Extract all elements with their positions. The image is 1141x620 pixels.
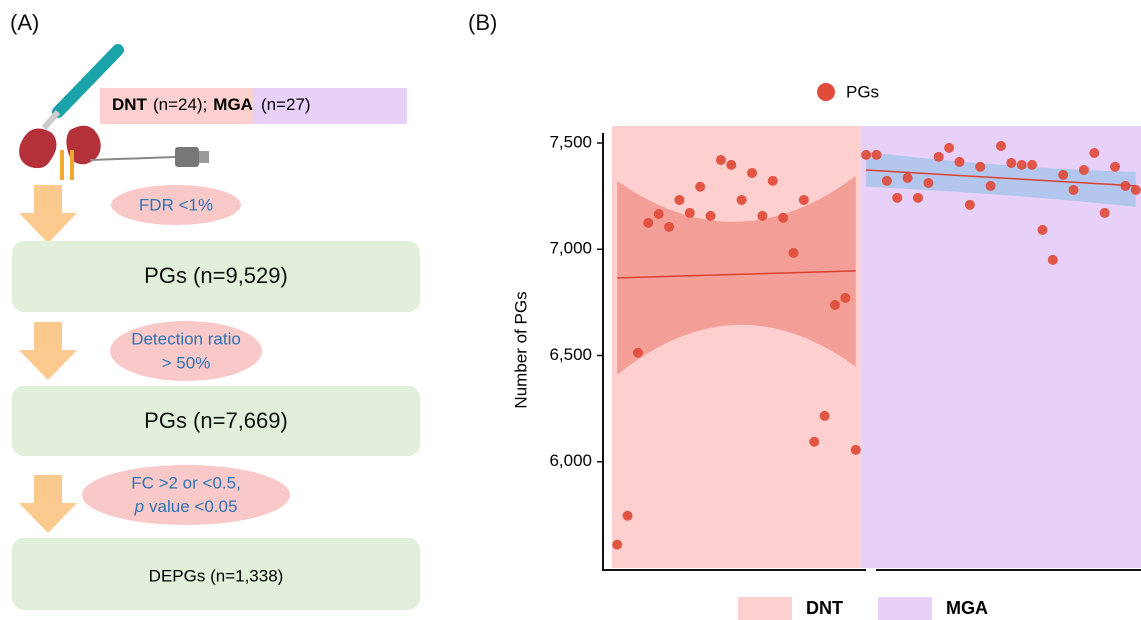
point (674, 195, 684, 205)
cohort-mga-n: (n=27) (261, 95, 311, 114)
point (799, 195, 809, 205)
point (1110, 162, 1120, 172)
point (986, 181, 996, 191)
y-tick-label: 6,500 (549, 345, 592, 364)
filter-text: FC >2 or <0.5, (131, 473, 241, 492)
point (965, 200, 975, 210)
y-tick-label: 7,500 (549, 132, 592, 151)
filter-text: p value <0.05 (134, 497, 238, 516)
step-text: PGs (n=9,529) (144, 263, 288, 288)
point (903, 173, 913, 183)
point (1058, 170, 1068, 180)
point (789, 248, 799, 258)
point (1100, 208, 1110, 218)
point (1037, 225, 1047, 235)
point (809, 437, 819, 447)
point (643, 218, 653, 228)
cohort-dnt-n: (n=24); (153, 95, 207, 114)
point (747, 168, 757, 178)
y-tick-label: 7,000 (549, 239, 592, 258)
point (1006, 158, 1016, 168)
legend-label: DNT (806, 598, 843, 618)
filter-text: FDR <1% (139, 195, 213, 214)
filter-italic: p (134, 497, 144, 516)
cohort-dnt-label: DNT (112, 95, 148, 114)
point (954, 157, 964, 167)
point (654, 209, 664, 219)
point (1027, 160, 1037, 170)
point (1120, 181, 1130, 191)
point (861, 150, 871, 160)
panel-label: (B) (468, 10, 497, 35)
y-tick-label: 6,000 (549, 451, 592, 470)
point (830, 300, 840, 310)
point (975, 162, 985, 172)
step-text: DEPGs (n=1,338) (149, 566, 284, 585)
legend-marker (817, 83, 835, 101)
point (716, 155, 726, 165)
point (872, 150, 882, 160)
point (1069, 185, 1079, 195)
point (934, 152, 944, 162)
legend-swatch (738, 597, 792, 620)
legend-label: PGs (846, 82, 879, 101)
point (737, 195, 747, 205)
point (757, 211, 767, 221)
point (840, 293, 850, 303)
point (851, 445, 861, 455)
legend-label: MGA (946, 598, 988, 618)
point (1131, 185, 1141, 195)
point (685, 208, 695, 218)
filter-rest: value <0.05 (149, 497, 237, 516)
point (726, 160, 736, 170)
point (706, 211, 716, 221)
cohort-mga-label: MGA (213, 95, 253, 114)
point (1079, 165, 1089, 175)
point (664, 222, 674, 232)
point (913, 193, 923, 203)
point (778, 213, 788, 223)
point (768, 176, 778, 186)
point (923, 178, 933, 188)
point (892, 193, 902, 203)
step-text: PGs (n=7,669) (144, 408, 288, 433)
point (633, 348, 643, 358)
point (996, 141, 1006, 151)
legend-swatch (878, 597, 932, 620)
point (1048, 255, 1058, 265)
point (944, 143, 954, 153)
point (623, 511, 633, 521)
point (695, 182, 705, 192)
figure: (A) DNT (n=24); MGA (n=27) FDR <1% Detectio… (0, 0, 1141, 620)
panel-label: (A) (10, 10, 39, 35)
point (882, 176, 892, 186)
y-axis-label: Number of PGs (511, 291, 530, 408)
flow-arrows (19, 185, 77, 533)
point (820, 411, 830, 421)
filter-text: > 50% (162, 353, 211, 372)
point (1017, 160, 1027, 170)
point (1089, 148, 1099, 158)
point (612, 540, 622, 550)
filter-text: Detection ratio (131, 329, 241, 348)
